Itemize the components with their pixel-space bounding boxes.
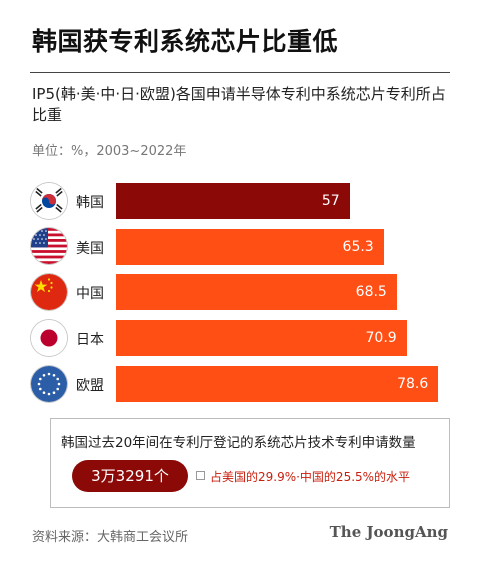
comparison-note: 占美国的29.9%·中国的25.5%的水平 [196, 468, 410, 485]
comparison-note-text: 占美国的29.9%·中国的25.5%的水平 [210, 470, 411, 484]
bar-value-label: 68.5 [355, 284, 387, 300]
title-divider [30, 72, 450, 73]
bar-value-label: 78.6 [397, 376, 429, 392]
eu-flag-icon [31, 366, 67, 402]
bar-value-label: 57 [321, 193, 340, 209]
category-label: 日本 [76, 332, 104, 348]
japan-flag-icon [31, 320, 67, 356]
chart-title: 韩国获专利系统芯片比重低 [32, 27, 339, 56]
category-label: 中国 [76, 286, 104, 302]
unit-label: 单位：%，2003~2022年 [32, 144, 187, 159]
category-label: 美国 [76, 241, 104, 257]
bar-value-label: 65.3 [342, 239, 374, 255]
square-bullet-icon [196, 471, 205, 480]
category-label: 欧盟 [76, 378, 104, 394]
bar-1: 57 [116, 183, 350, 219]
korea-flag-icon [31, 183, 67, 219]
chart-subtitle: IP5(韩·美·中·日·欧盟)各国申请半导体专利中系统芯片专利所占比重 [32, 85, 446, 124]
bar-5: 78.6 [116, 366, 439, 402]
callout-box: 韩国过去20年间在专利厅登记的系统芯片技术专利申请数量 3万3291个 占美国的… [50, 418, 450, 508]
callout-heading: 韩国过去20年间在专利厅登记的系统芯片技术专利申请数量 [61, 435, 416, 451]
bar-2: 65.3 [116, 229, 384, 265]
publisher-logo: The JoongAng [329, 523, 448, 541]
china-flag-icon [31, 274, 67, 310]
source-text: 资料来源：大韩商工会议所 [32, 530, 189, 545]
patent-count-badge: 3万3291个 [72, 460, 188, 492]
bar-4: 70.9 [116, 320, 407, 356]
category-label: 韩国 [76, 195, 104, 211]
bar-value-label: 70.9 [365, 330, 397, 346]
usa-flag-icon [31, 228, 67, 264]
bar-3: 68.5 [116, 274, 397, 310]
